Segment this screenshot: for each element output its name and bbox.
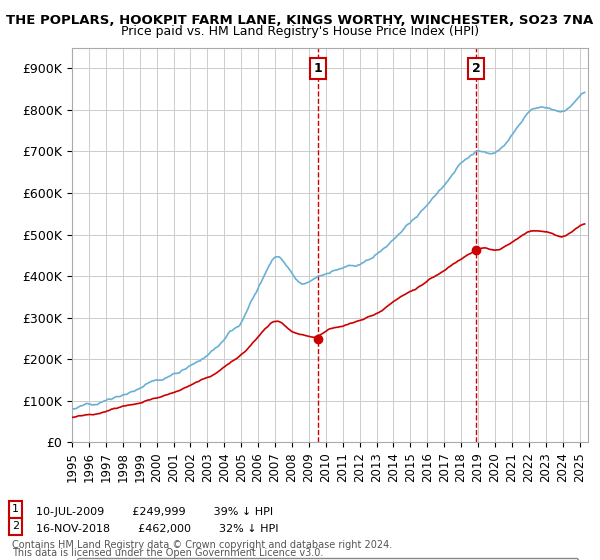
Text: This data is licensed under the Open Government Licence v3.0.: This data is licensed under the Open Gov… (12, 548, 323, 558)
Text: 2: 2 (472, 62, 481, 75)
Text: 1: 1 (12, 505, 19, 515)
Text: Contains HM Land Registry data © Crown copyright and database right 2024.: Contains HM Land Registry data © Crown c… (12, 540, 392, 550)
Text: 2: 2 (12, 521, 19, 531)
Text: 16-NOV-2018        £462,000        32% ↓ HPI: 16-NOV-2018 £462,000 32% ↓ HPI (36, 524, 278, 534)
Text: 10-JUL-2009        £249,999        39% ↓ HPI: 10-JUL-2009 £249,999 39% ↓ HPI (36, 507, 273, 517)
Text: THE POPLARS, HOOKPIT FARM LANE, KINGS WORTHY, WINCHESTER, SO23 7NA: THE POPLARS, HOOKPIT FARM LANE, KINGS WO… (7, 14, 593, 27)
Legend: THE POPLARS, HOOKPIT FARM LANE, KINGS WORTHY, WINCHESTER, SO23 7NA (detache, HPI: THE POPLARS, HOOKPIT FARM LANE, KINGS WO… (77, 558, 578, 560)
Text: Price paid vs. HM Land Registry's House Price Index (HPI): Price paid vs. HM Land Registry's House … (121, 25, 479, 38)
Text: 1: 1 (313, 62, 322, 75)
